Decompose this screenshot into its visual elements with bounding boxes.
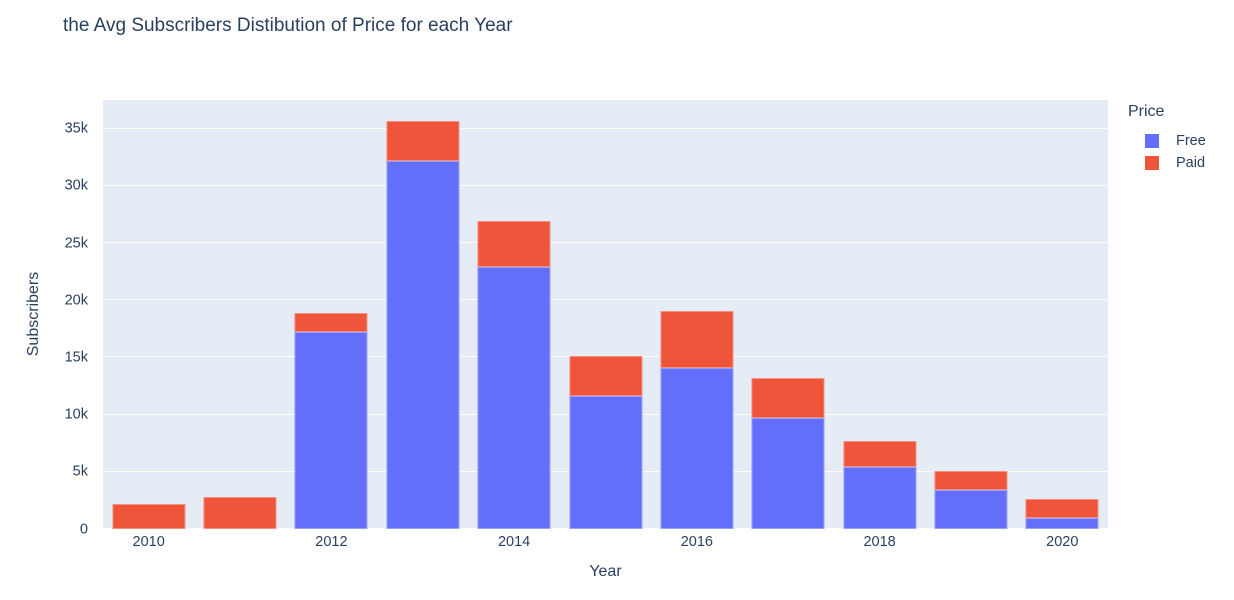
chart-title: the Avg Subscribers Distibution of Price… [63,15,513,36]
gridline-30k [103,184,1108,186]
legend-swatch-paid [1145,156,1159,170]
y-tick-5k: 5k [72,463,88,480]
legend-items: Free Paid [1128,130,1206,174]
gridline-35k [103,127,1108,129]
legend: Price Free Paid [1128,103,1206,174]
x-tick-2010: 2010 [132,534,165,550]
legend-label-paid: Paid [1176,154,1206,171]
y-tick-35k: 35k [64,120,88,137]
bar-2015-paid[interactable] [568,356,643,397]
x-axis-tick-labels: 2010 2012 2014 2016 2018 2020 [103,535,1108,553]
x-tick-2014: 2014 [497,534,531,550]
bar-2013-free[interactable] [386,160,460,529]
x-axis-title: Year [589,563,622,580]
bar-2020-free[interactable] [1025,517,1099,529]
x-tick-2012: 2012 [315,534,348,550]
x-tick-2018: 2018 [863,534,896,550]
bar-2013-paid[interactable] [386,120,460,161]
bar-2018-free[interactable] [843,467,917,529]
bar-2018-paid[interactable] [843,440,917,468]
gridline-25k [103,242,1108,244]
y-tick-15k: 15k [64,349,88,366]
x-tick-2016: 2016 [680,534,713,550]
bar-2019-free[interactable] [934,490,1008,529]
y-axis-tick-labels: 0 5k 10k 15k 20k 25k 30k 35k [0,100,96,535]
bar-2011-paid[interactable] [203,496,277,529]
bar-2020-paid[interactable] [1025,499,1099,518]
plot-area [103,100,1108,529]
bar-2014-free[interactable] [477,267,551,529]
y-tick-30k: 30k [64,177,88,194]
bar-2019-paid[interactable] [934,470,1008,491]
y-tick-0: 0 [79,520,88,537]
bar-2010-paid[interactable] [112,503,186,529]
bar-2014-paid[interactable] [477,221,551,268]
bar-2017-paid[interactable] [751,378,825,419]
y-tick-25k: 25k [64,234,88,251]
legend-swatch-free [1145,134,1159,148]
y-tick-10k: 10k [64,406,88,423]
bar-2017-free[interactable] [751,418,825,529]
gridline-20k [103,299,1108,301]
legend-item-free[interactable]: Free [1128,130,1206,152]
legend-item-paid[interactable]: Paid [1128,152,1206,174]
bar-2016-paid[interactable] [660,310,734,368]
x-tick-2020: 2020 [1046,534,1079,550]
bar-2012-free[interactable] [294,332,368,529]
bar-2016-free[interactable] [660,367,734,529]
bar-2015-free[interactable] [568,396,643,529]
y-tick-20k: 20k [64,291,88,308]
bar-2012-paid[interactable] [294,312,368,333]
legend-label-free: Free [1176,132,1206,149]
legend-title: Price [1128,103,1165,120]
